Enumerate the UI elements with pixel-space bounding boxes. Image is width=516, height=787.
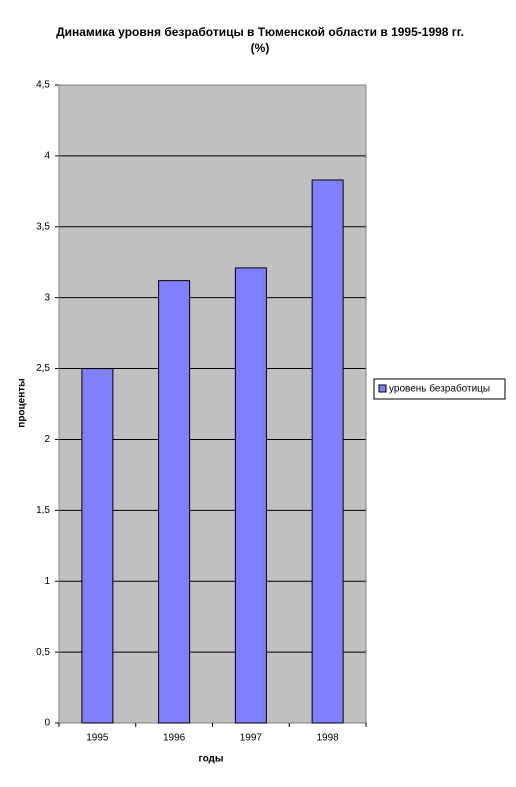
legend-label: уровень безработицы <box>389 383 490 395</box>
y-tick-label: 2,5 <box>36 363 50 374</box>
legend-swatch <box>378 384 387 393</box>
x-tick-label: 1997 <box>240 733 263 744</box>
chart-title: Динамика уровня безработицы в Тюменской … <box>56 25 464 55</box>
x-tick-label: 1995 <box>86 733 109 744</box>
x-tick-label: 1998 <box>317 733 340 744</box>
y-tick-label: 0 <box>44 718 50 729</box>
bar <box>234 267 267 724</box>
y-tick-label: 0,5 <box>36 647 50 658</box>
y-tick-label: 4 <box>44 151 50 162</box>
x-axis-label: годы <box>199 754 224 765</box>
y-axis-label: проценты <box>17 378 28 427</box>
y-tick-label: 1 <box>44 576 50 587</box>
bar <box>81 368 114 724</box>
y-tick-label: 2 <box>44 434 50 445</box>
x-tick-label: 1996 <box>163 733 186 744</box>
bar <box>311 179 344 724</box>
legend-box <box>373 378 506 400</box>
y-tick-label: 3 <box>44 292 50 303</box>
y-tick-label: 1,5 <box>36 505 50 516</box>
bar <box>158 280 191 724</box>
y-tick-label: 4,5 <box>36 80 50 91</box>
y-tick-label: 3,5 <box>36 221 50 232</box>
